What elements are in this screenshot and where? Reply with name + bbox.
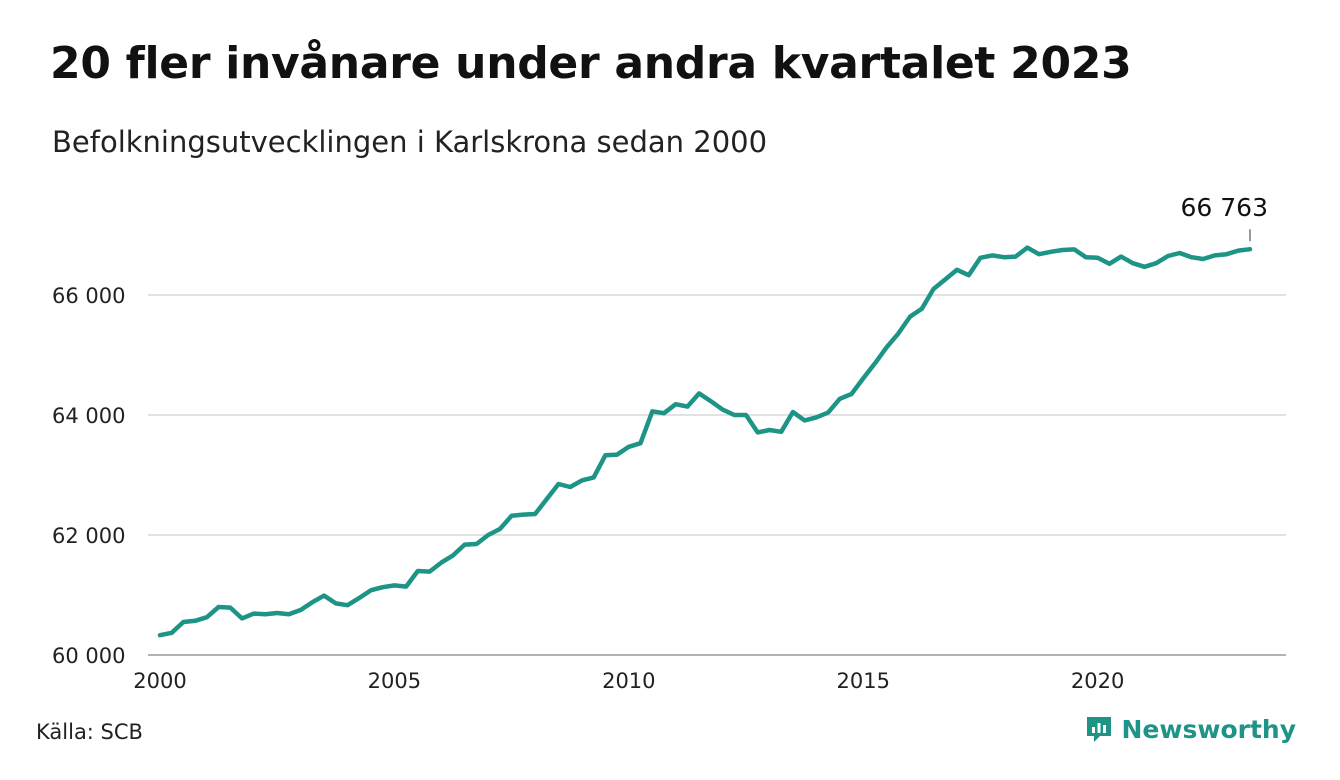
- brand-name: Newsworthy: [1121, 714, 1297, 744]
- y-tick-label: 66 000: [52, 284, 125, 308]
- series-line: [157, 245, 1253, 638]
- x-tick-label: 2020: [1071, 669, 1124, 693]
- y-tick-label: 64 000: [52, 404, 125, 428]
- brand-logo[interactable]: Newsworthy: [1084, 714, 1297, 744]
- x-tick-label: 2015: [836, 669, 889, 693]
- chart-title: 20 fler invånare under andra kvartalet 2…: [50, 38, 1132, 89]
- x-tick-label: 2005: [368, 669, 421, 693]
- x-tick-label: 2010: [602, 669, 655, 693]
- y-axis-ticks: 60 000 62 000 64 000 66 000: [52, 284, 125, 668]
- x-axis-ticks: 2000 2005 2010 2015 2020: [133, 669, 1124, 693]
- newsworthy-logo-icon: [1086, 717, 1111, 742]
- y-tick-label: 60 000: [52, 644, 125, 668]
- end-value-label: 66 763: [1181, 193, 1268, 222]
- x-tick-label: 2000: [133, 669, 186, 693]
- source-note: Källa: SCB: [36, 720, 143, 744]
- end-label-layer: 66 763: [1181, 193, 1268, 242]
- y-tick-label: 62 000: [52, 524, 125, 548]
- grid-lines: [148, 294, 1286, 656]
- chart-subtitle: Befolkningsutvecklingen i Karlskrona sed…: [52, 125, 768, 159]
- series-layer: [157, 245, 1253, 638]
